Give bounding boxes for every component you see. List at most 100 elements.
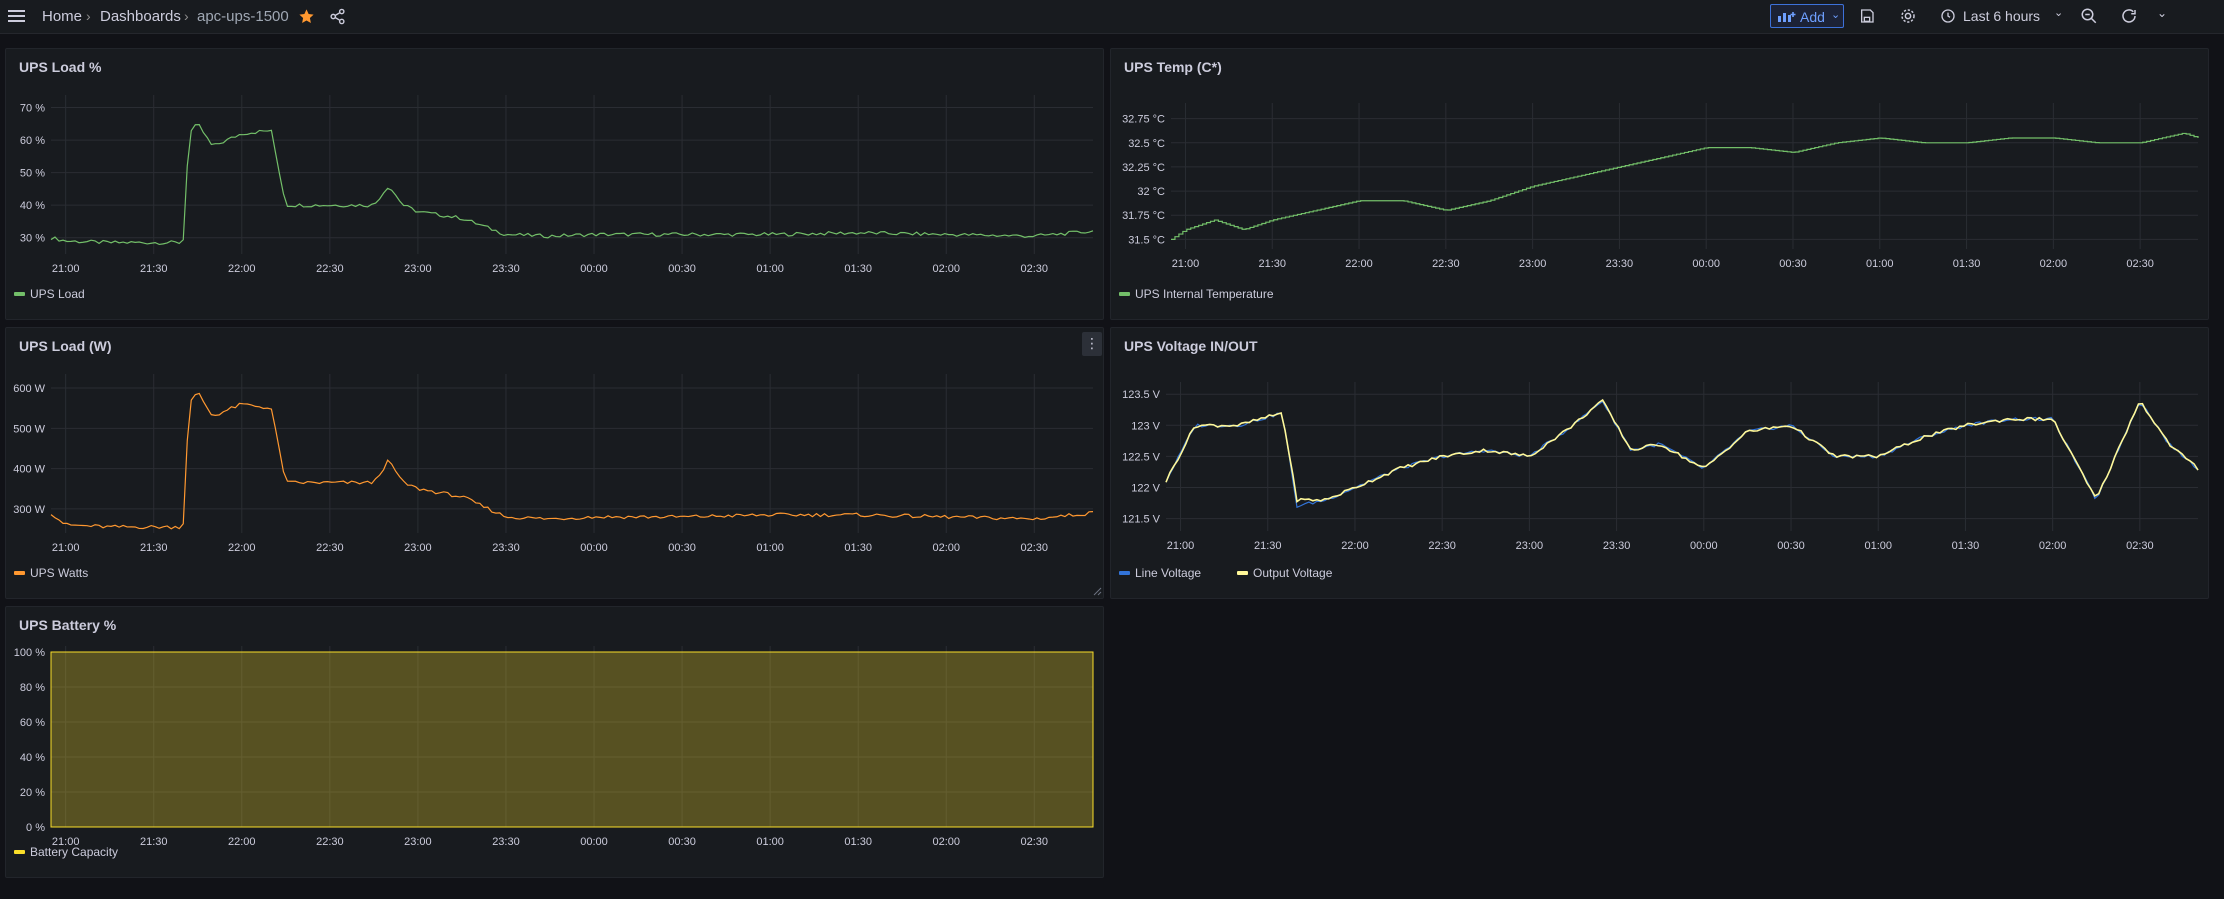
x-tick-label: 23:00 bbox=[404, 836, 432, 848]
y-tick-label: 70 % bbox=[20, 103, 45, 115]
x-tick-label: 21:30 bbox=[1258, 258, 1286, 270]
chevron-right-icon: › bbox=[86, 8, 91, 24]
panel-title: UPS Voltage IN/OUT bbox=[1124, 338, 1258, 354]
x-tick-label: 22:30 bbox=[316, 542, 344, 554]
star-icon[interactable] bbox=[298, 8, 315, 25]
add-button[interactable]: Add ⌄ bbox=[1770, 4, 1844, 28]
x-tick-label: 23:00 bbox=[404, 263, 432, 275]
legend-label: Line Voltage bbox=[1135, 566, 1201, 580]
legend-label: Output Voltage bbox=[1253, 566, 1333, 580]
x-tick-label: 01:00 bbox=[1866, 258, 1894, 270]
x-tick-label: 01:00 bbox=[756, 263, 784, 275]
y-tick-label: 31.5 °C bbox=[1128, 234, 1165, 246]
legend-swatch bbox=[1119, 571, 1130, 575]
breadcrumb-dashboard-name: apc-ups-1500 bbox=[197, 8, 289, 25]
x-tick-label: 02:30 bbox=[1021, 836, 1049, 848]
breadcrumb-dashboards[interactable]: Dashboards bbox=[100, 8, 181, 25]
x-tick-label: 00:30 bbox=[668, 263, 696, 275]
resize-handle-icon[interactable] bbox=[1093, 587, 1102, 596]
panel-title: UPS Temp (C*) bbox=[1124, 59, 1222, 75]
series-line bbox=[50, 392, 1094, 530]
x-tick-label: 00:00 bbox=[1690, 540, 1718, 552]
x-tick-label: 02:00 bbox=[2040, 258, 2068, 270]
x-tick-label: 01:00 bbox=[756, 836, 784, 848]
time-range-picker[interactable]: Last 6 hours ⌄ bbox=[1937, 4, 2067, 28]
panel-ups-temp: UPS Temp (C*) 31.5 °C 31.75 °C 32 °C 32.25 … bbox=[1110, 48, 2209, 320]
panel-ups-load-w: UPS Load (W) ⋮ 300 W 400 W 500 W 600 W 21:00… bbox=[5, 327, 1104, 599]
series-area bbox=[50, 651, 1094, 828]
y-tick-label: 20 % bbox=[20, 787, 45, 799]
panel-ups-battery: UPS Battery % 0 % 20 % 40 % 60 % 80 % 100 % 21… bbox=[5, 606, 1104, 878]
series-line bbox=[1165, 400, 2199, 509]
y-tick-label: 123.5 V bbox=[1122, 389, 1161, 401]
x-tick-label: 01:00 bbox=[756, 542, 784, 554]
settings-gear-icon[interactable] bbox=[1899, 7, 1917, 25]
x-tick-label: 22:30 bbox=[1428, 540, 1456, 552]
x-tick-label: 21:00 bbox=[52, 836, 80, 848]
x-tick-label: 00:00 bbox=[580, 542, 608, 554]
x-tick-label: 23:30 bbox=[492, 263, 520, 275]
breadcrumb-home[interactable]: Home bbox=[42, 8, 83, 25]
y-tick-label: 60 % bbox=[20, 135, 45, 147]
chart-ups-load-w: 300 W 400 W 500 W 600 W 21:00 21:30 22:00 22:30… bbox=[13, 374, 1094, 580]
x-tick-label: 00:00 bbox=[580, 263, 608, 275]
x-tick-label: 02:00 bbox=[2039, 540, 2067, 552]
y-tick-label: 40 % bbox=[20, 752, 45, 764]
refresh-icon[interactable] bbox=[2120, 7, 2138, 25]
x-tick-label: 01:00 bbox=[1864, 540, 1892, 552]
x-tick-label: 23:00 bbox=[1516, 540, 1544, 552]
x-tick-label: 22:00 bbox=[228, 542, 256, 554]
y-tick-label: 31.75 °C bbox=[1122, 210, 1165, 222]
y-tick-label: 32.75 °C bbox=[1122, 114, 1165, 126]
chevron-right-icon: › bbox=[184, 8, 189, 24]
zoom-out-icon[interactable] bbox=[2080, 7, 2098, 25]
x-tick-label: 00:30 bbox=[668, 836, 696, 848]
share-icon[interactable] bbox=[329, 8, 346, 25]
y-tick-label: 50 % bbox=[20, 168, 45, 180]
y-tick-label: 0 % bbox=[26, 822, 45, 834]
panel-ups-load-pct: UPS Load % 30 % 40 % 50 % 60 % 70 % 21:00 21:3… bbox=[5, 48, 1104, 320]
y-tick-label: 40 % bbox=[20, 200, 45, 212]
y-tick-label: 32.5 °C bbox=[1128, 138, 1165, 150]
y-tick-label: 600 W bbox=[13, 383, 45, 395]
add-panel-icon bbox=[1778, 12, 1796, 22]
x-tick-label: 21:00 bbox=[1172, 258, 1200, 270]
y-tick-label: 121.5 V bbox=[1122, 514, 1161, 526]
x-tick-label: 21:30 bbox=[140, 263, 168, 275]
x-tick-label: 23:00 bbox=[1519, 258, 1547, 270]
refresh-interval-chevron-icon[interactable]: ⌄ bbox=[2157, 6, 2168, 20]
time-range-label: Last 6 hours bbox=[1963, 8, 2041, 24]
menu-icon[interactable] bbox=[8, 8, 26, 24]
y-tick-label: 32.25 °C bbox=[1122, 162, 1165, 174]
x-tick-label: 02:30 bbox=[1021, 263, 1049, 275]
y-tick-label: 500 W bbox=[13, 423, 45, 435]
x-tick-label: 01:30 bbox=[1953, 258, 1981, 270]
panel-menu-button[interactable]: ⋮ bbox=[1082, 332, 1102, 356]
x-tick-label: 22:30 bbox=[316, 836, 344, 848]
x-tick-label: 21:00 bbox=[52, 542, 80, 554]
x-tick-label: 21:00 bbox=[52, 263, 80, 275]
y-tick-label: 100 % bbox=[14, 647, 45, 659]
panel-ups-voltage: UPS Voltage IN/OUT 121.5 V 122 V 122.5 V 12… bbox=[1110, 327, 2209, 599]
x-tick-label: 21:30 bbox=[140, 836, 168, 848]
x-tick-label: 02:00 bbox=[932, 542, 960, 554]
chevron-down-icon: ⌄ bbox=[2054, 7, 2064, 19]
x-tick-label: 23:30 bbox=[1606, 258, 1634, 270]
series-line bbox=[50, 123, 1094, 246]
chevron-down-icon: ⌄ bbox=[1831, 9, 1841, 21]
legend-swatch bbox=[14, 850, 25, 854]
x-tick-label: 22:30 bbox=[316, 263, 344, 275]
y-tick-label: 30 % bbox=[20, 233, 45, 245]
save-icon[interactable] bbox=[1859, 8, 1875, 24]
legend-swatch bbox=[1237, 571, 1248, 575]
legend-label: Battery Capacity bbox=[30, 845, 118, 859]
x-tick-label: 02:00 bbox=[932, 263, 960, 275]
x-tick-label: 23:30 bbox=[492, 836, 520, 848]
y-tick-label: 80 % bbox=[20, 682, 45, 694]
x-tick-label: 23:30 bbox=[492, 542, 520, 554]
x-tick-label: 23:00 bbox=[404, 542, 432, 554]
x-tick-label: 22:00 bbox=[228, 263, 256, 275]
legend-label: UPS Internal Temperature bbox=[1135, 287, 1274, 301]
x-tick-label: 22:00 bbox=[1341, 540, 1369, 552]
y-tick-label: 32 °C bbox=[1137, 186, 1165, 198]
